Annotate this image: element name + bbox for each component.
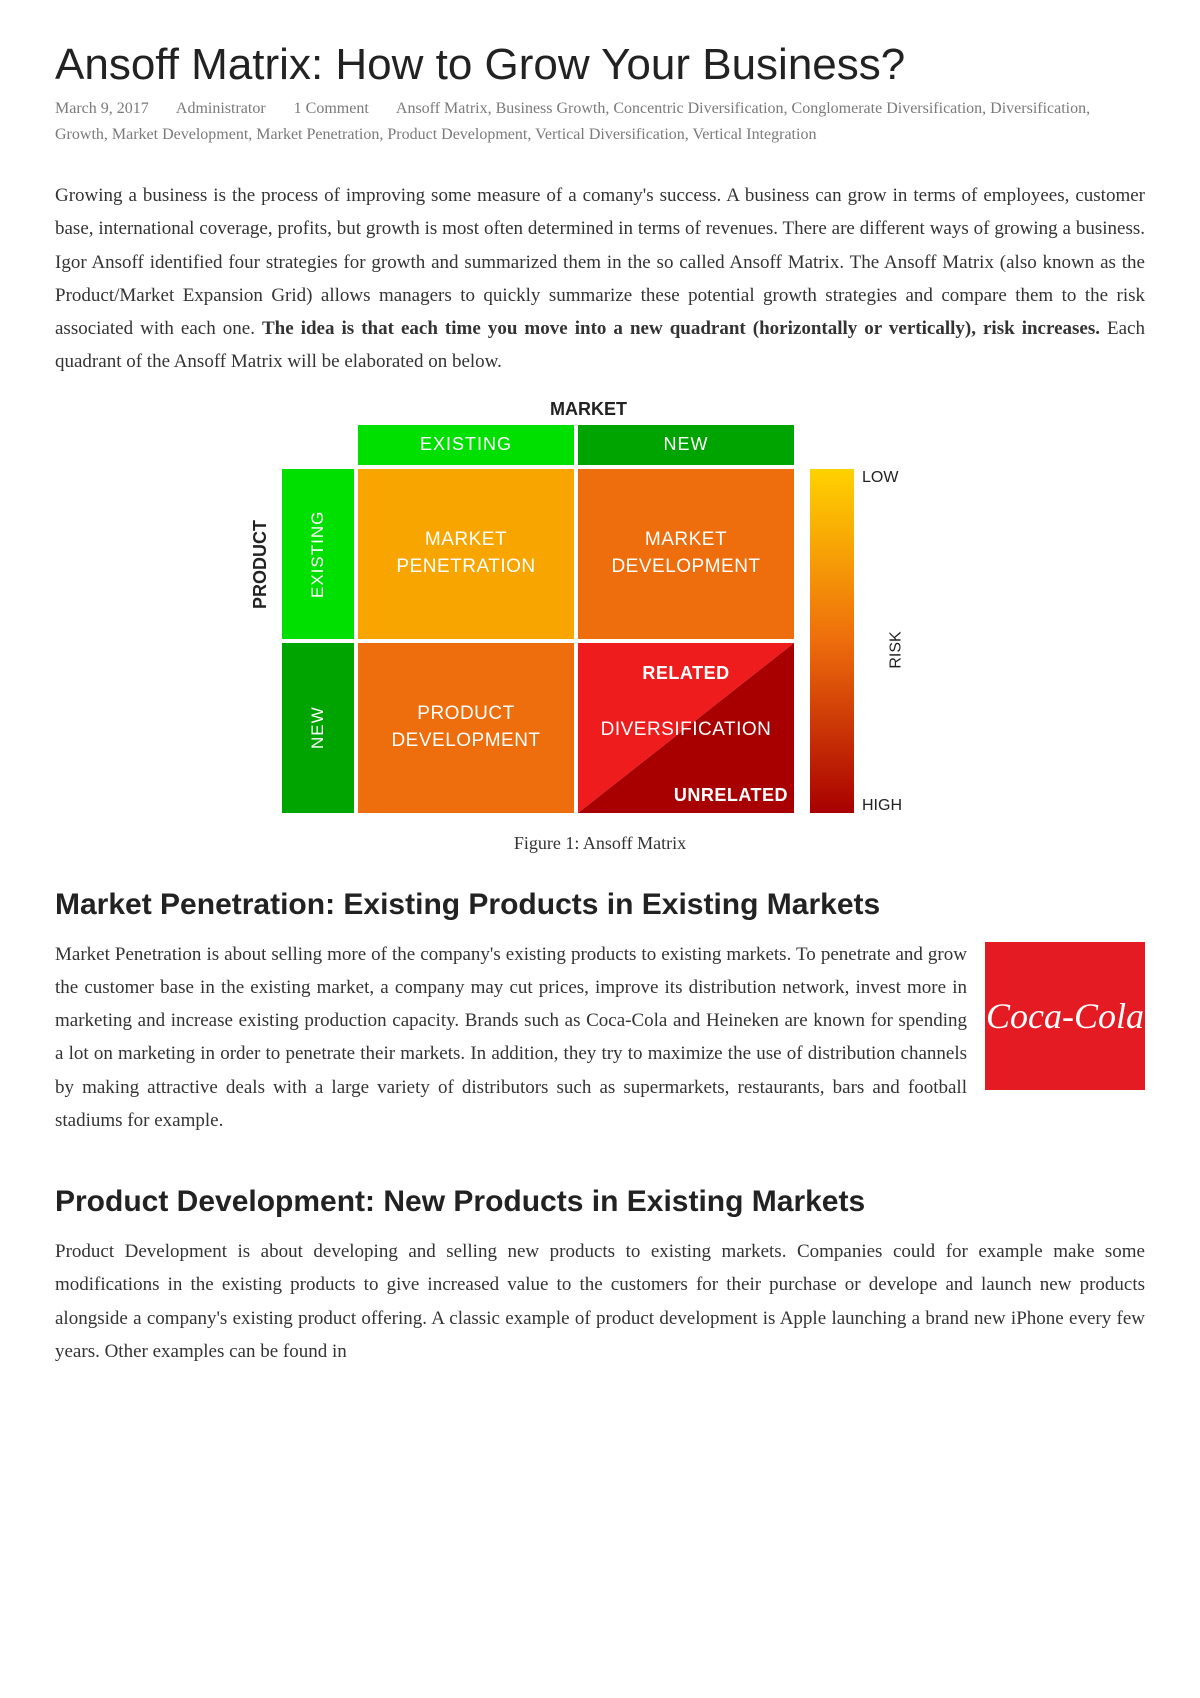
intro-paragraph: Growing a business is the process of imp… (55, 179, 1145, 379)
meta-tag[interactable]: Business Growth (496, 100, 606, 117)
svg-text:DIVERSIFICATION: DIVERSIFICATION (601, 719, 772, 740)
q3-line2: DEVELOPMENT (391, 728, 540, 755)
axis-product-label: PRODUCT (250, 520, 271, 609)
section2-heading: Product Development: New Products in Exi… (55, 1185, 1145, 1219)
meta-tag[interactable]: Ansoff Matrix (396, 100, 488, 117)
row-header-new: NEW (282, 643, 354, 813)
quadrant-product-development: PRODUCT DEVELOPMENT (358, 643, 574, 813)
svg-text:UNRELATED: UNRELATED (674, 785, 788, 805)
risk-high-label: HIGH (862, 797, 902, 815)
ansoff-matrix-figure: MARKET PRODUCT EXISTING NEW EXISTING NEW… (55, 399, 1145, 860)
meta-tag[interactable]: Market Development (112, 126, 248, 143)
q3-line1: PRODUCT (417, 701, 514, 728)
row-header-existing: EXISTING (282, 469, 354, 639)
intro-pre: Growing a business is the process of imp… (55, 185, 1145, 339)
meta-tag[interactable]: Market Penetration (256, 126, 379, 143)
risk-axis-label: RISK (888, 631, 906, 668)
section2-body: Product Development is about developing … (55, 1235, 1145, 1368)
intro-bold: The idea is that each time you move into… (262, 318, 1100, 339)
cocacola-logo: Coca-Cola (985, 942, 1145, 1090)
meta-tag[interactable]: Concentric Diversification (613, 100, 783, 117)
risk-low-label: LOW (862, 469, 898, 487)
quadrant-market-development: MARKET DEVELOPMENT (578, 469, 794, 639)
meta-tag[interactable]: Product Development (387, 126, 527, 143)
meta-author[interactable]: Administrator (176, 100, 266, 117)
axis-market-label: MARKET (550, 399, 627, 420)
q1-line2: PENETRATION (396, 554, 535, 581)
col-header-new: NEW (578, 425, 794, 465)
meta-comments[interactable]: 1 Comment (294, 100, 369, 117)
page-title: Ansoff Matrix: How to Grow Your Business… (55, 40, 1145, 90)
q2-line2: DEVELOPMENT (611, 554, 760, 581)
meta-tag[interactable]: Diversification (990, 100, 1086, 117)
quadrant-market-penetration: MARKET PENETRATION (358, 469, 574, 639)
meta-date: March 9, 2017 (55, 100, 149, 117)
meta-tag[interactable]: Conglomerate Diversification (792, 100, 983, 117)
meta-tag[interactable]: Vertical Integration (693, 126, 817, 143)
meta-tag[interactable]: Vertical Diversification (535, 126, 685, 143)
figure-caption: Figure 1: Ansoff Matrix (514, 833, 686, 854)
meta-tag[interactable]: Growth (55, 126, 104, 143)
risk-gradient-bar (810, 469, 854, 813)
q1-line1: MARKET (425, 527, 507, 554)
col-header-existing: EXISTING (358, 425, 574, 465)
section1-heading: Market Penetration: Existing Products in… (55, 888, 1145, 922)
svg-text:RELATED: RELATED (642, 663, 729, 683)
quadrant-diversification: RELATED DIVERSIFICATION UNRELATED (578, 643, 794, 813)
article-meta: March 9, 2017 Administrator 1 Comment An… (55, 96, 1145, 147)
q2-line1: MARKET (645, 527, 727, 554)
section1-body: Market Penetration is about selling more… (55, 938, 1145, 1138)
